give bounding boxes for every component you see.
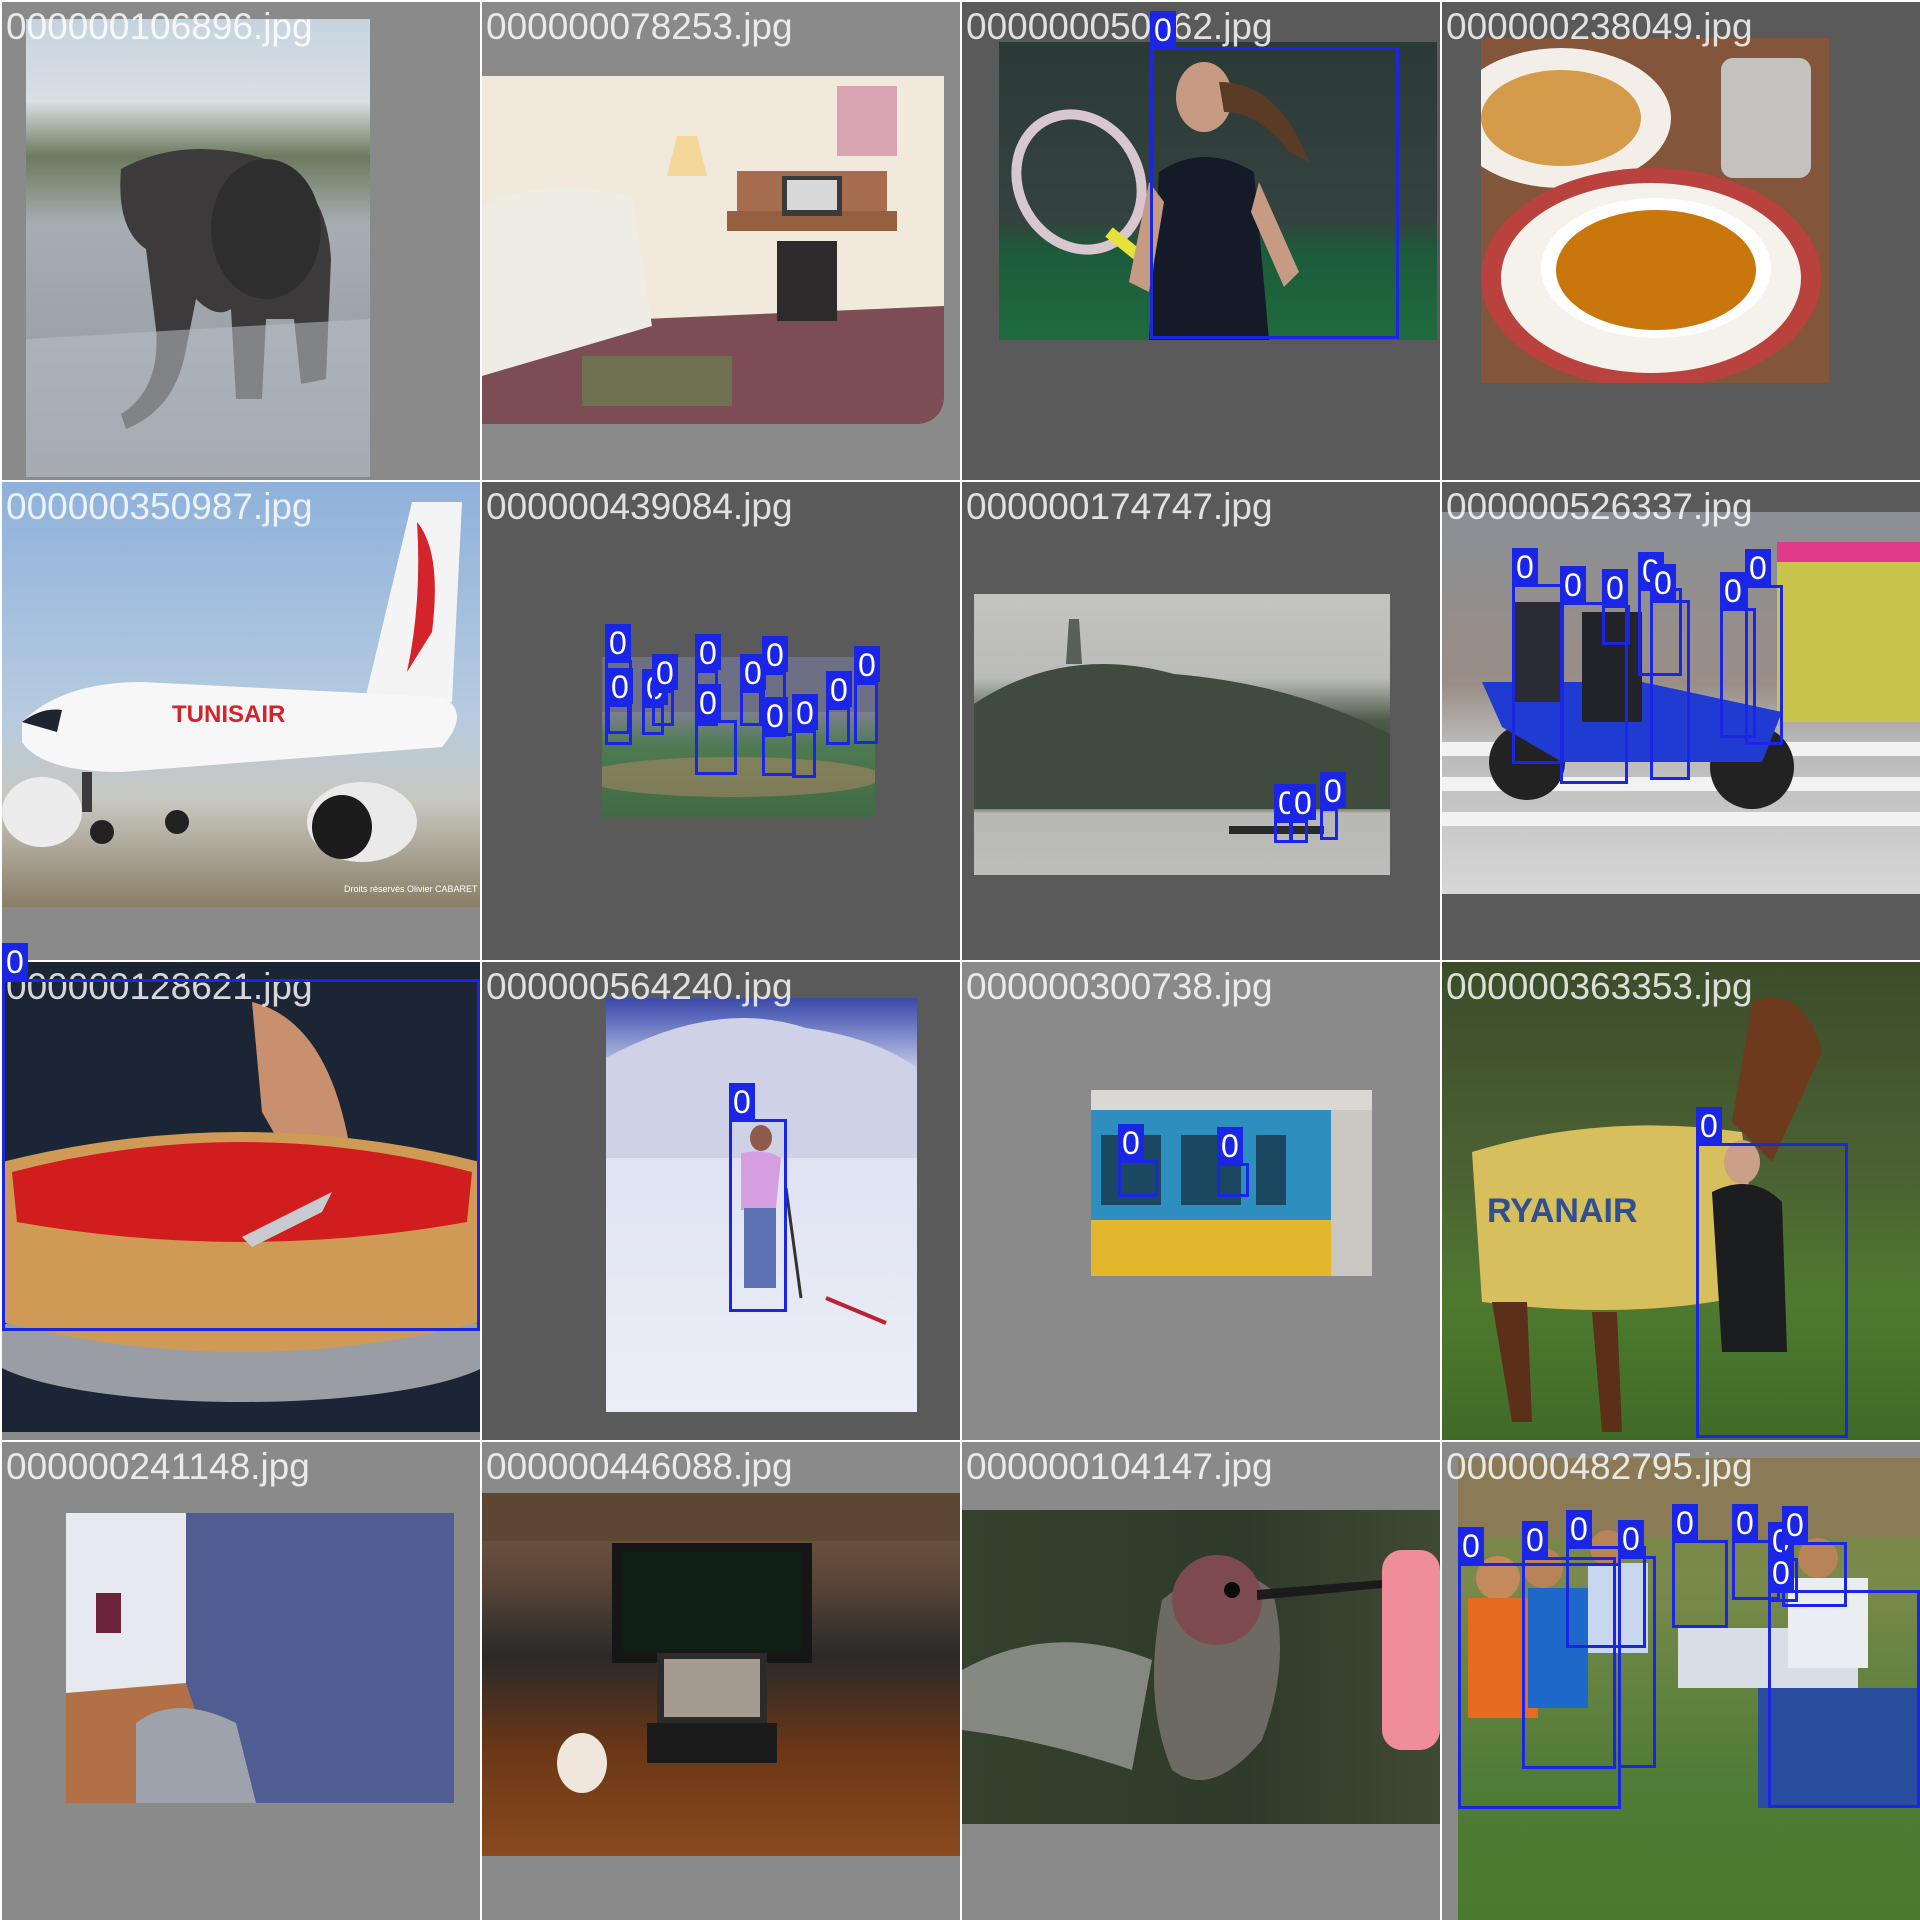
photo-hummingbird [962, 1510, 1440, 1824]
tile-filename: 000000104147.jpg [966, 1446, 1273, 1487]
tile-filename: 000000238049.jpg [1446, 6, 1753, 47]
tram-shape [1091, 1110, 1372, 1276]
photo-skier [606, 998, 917, 1412]
photo-horse: RYANAIR [1442, 962, 1920, 1440]
horse-shape: RYANAIR [1472, 997, 1822, 1432]
photo-bedroom [482, 76, 944, 424]
soup-shape [1481, 38, 1829, 383]
tile-filename: 000000439084.jpg [486, 486, 793, 527]
photo-curtain-room [66, 1513, 454, 1803]
tile-filename: 000000241148.jpg [6, 1446, 310, 1487]
tile-airplane: TUNISAIR 000000350987.jpg Droits réservé… [2, 482, 480, 960]
elephant-shape [26, 149, 370, 477]
tile-baseball: 000000439084.jpg [482, 482, 960, 960]
photo-motorcycle [1442, 512, 1920, 894]
tile-hummingbird: 000000104147.jpg [962, 1442, 1440, 1920]
photo-watermark: Droits réservés Olivier CABARET [344, 884, 478, 894]
curtain-room-shape [66, 1513, 454, 1803]
tile-filename: 000000174747.jpg [966, 486, 1273, 527]
tile-tennis: 000000050262.jpg [962, 2, 1440, 480]
blanket-logo-text: RYANAIR [1487, 1192, 1638, 1230]
tile-filename: 000000350987.jpg [6, 486, 313, 527]
tile-skier: 000000564240.jpg [482, 962, 960, 1440]
photo-desk [482, 1493, 960, 1856]
skier-shape [606, 1018, 917, 1325]
tile-curtain-room: 000000241148.jpg [2, 1442, 480, 1920]
photo-tennis [999, 42, 1437, 340]
tile-filename: 000000482795.jpg [1446, 1446, 1753, 1487]
tile-filename: 000000446088.jpg [486, 1446, 793, 1487]
tile-filename: 000000363353.jpg [1446, 966, 1753, 1007]
photo-group [1458, 1458, 1920, 1920]
tile-filename: 000000050262.jpg [966, 6, 1273, 47]
photo-lake [974, 594, 1390, 875]
tile-filename: 000000106896.jpg [6, 6, 313, 47]
baseball-shape [602, 657, 875, 797]
photo-pizza [2, 962, 480, 1432]
tile-pizza: 000000128621.jpg [2, 962, 480, 1440]
photo-elephant [26, 19, 370, 477]
pizza-shape [2, 1002, 480, 1402]
tile-filename: 000000526337.jpg [1446, 486, 1753, 527]
tile-motorcycle: 000000526337.jpg [1442, 482, 1920, 960]
tile-filename: 000000300738.jpg [966, 966, 1273, 1007]
lake-shape [974, 619, 1390, 834]
photo-airplane: TUNISAIR [2, 482, 480, 907]
tile-lake: 000000174747.jpg [962, 482, 1440, 960]
group-shape [1458, 1458, 1920, 1808]
tile-soup: 000000238049.jpg [1442, 2, 1920, 480]
tile-elephant: 000000106896.jpg [2, 2, 480, 480]
tile-horse: RYANAIR 000000363353.jpg [1442, 962, 1920, 1440]
tennis-shape [1011, 62, 1309, 340]
tile-filename: 000000128621.jpg [6, 966, 313, 1007]
photo-tram [1091, 1090, 1372, 1276]
photo-soup [1481, 38, 1829, 383]
tile-desk: 000000446088.jpg [482, 1442, 960, 1920]
tile-filename: 000000078253.jpg [486, 6, 793, 47]
tile-filename: 000000564240.jpg [486, 966, 793, 1007]
photo-baseball [602, 657, 875, 817]
tile-group: 000000482795.jpg [1442, 1442, 1920, 1920]
tile-tram: 000000300738.jpg [962, 962, 1440, 1440]
tile-bedroom: 000000078253.jpg [482, 2, 960, 480]
desk-shape [482, 1493, 960, 1793]
airline-livery-text: TUNISAIR [172, 701, 285, 728]
airplane-shape: TUNISAIR [2, 502, 462, 862]
bedroom-shape [482, 76, 944, 424]
hummingbird-shape [962, 1550, 1440, 1780]
motorcycle-shape [1442, 542, 1920, 826]
